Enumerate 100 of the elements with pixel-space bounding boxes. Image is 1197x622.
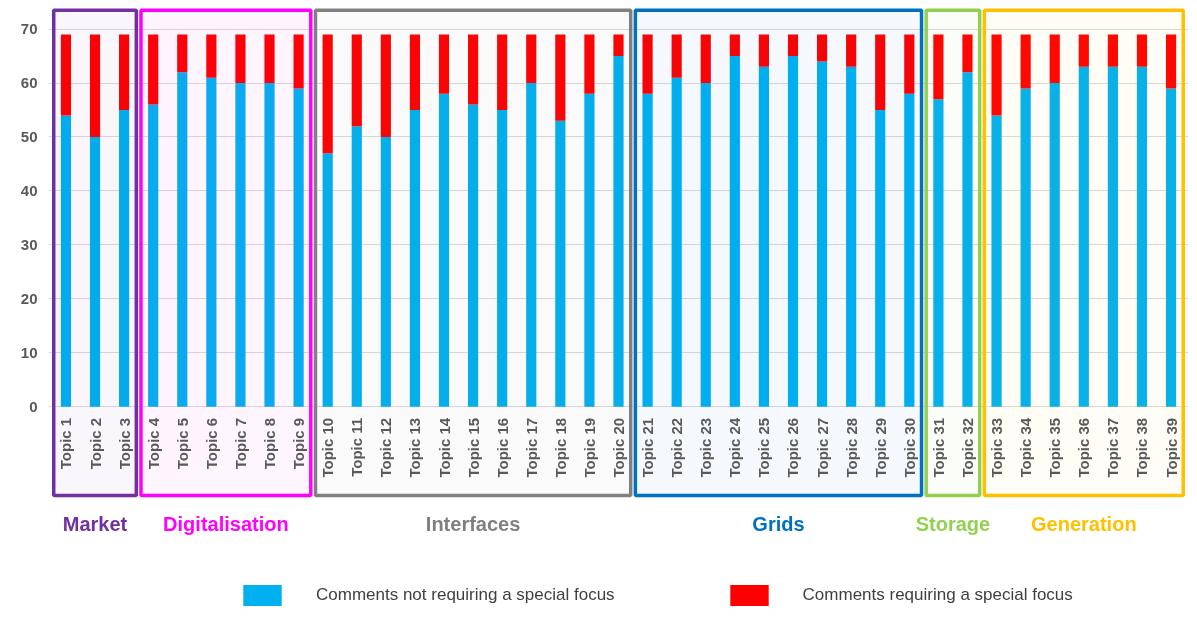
bar xyxy=(409,110,421,407)
bar xyxy=(671,34,682,78)
x-tick-label: Topic 1 xyxy=(57,417,75,470)
bar xyxy=(875,34,886,111)
bar xyxy=(933,99,944,407)
x-tick-label: Topic 28 xyxy=(842,417,860,478)
bar xyxy=(642,93,653,407)
bar xyxy=(933,34,944,100)
bar xyxy=(148,104,159,407)
x-tick-label: Topic 36 xyxy=(1075,417,1093,478)
band-label: Storage xyxy=(915,512,991,535)
bar xyxy=(700,34,711,84)
bar xyxy=(1020,34,1031,89)
bar xyxy=(816,61,828,407)
bar xyxy=(555,120,566,407)
x-tick-label: Topic 8 xyxy=(261,417,279,470)
x-tick-label: Topic 38 xyxy=(1133,417,1151,478)
bar xyxy=(206,77,217,407)
x-tick-label: Topic 7 xyxy=(231,417,249,470)
bar xyxy=(526,34,537,84)
bar xyxy=(177,34,188,73)
y-tick-label: 40 xyxy=(20,181,38,199)
x-tick-label: Topic 25 xyxy=(755,417,773,478)
bar xyxy=(89,34,101,137)
bar xyxy=(700,83,711,407)
bar xyxy=(1049,83,1060,407)
bar xyxy=(613,56,624,407)
bar xyxy=(555,34,566,121)
x-tick-label: Topic 9 xyxy=(290,417,308,470)
bar xyxy=(409,34,421,111)
x-tick-label: Topic 26 xyxy=(784,417,802,478)
bar xyxy=(380,34,391,137)
x-tick-label: Topic 34 xyxy=(1017,417,1035,478)
bar xyxy=(991,115,1002,407)
x-tick-label: Topic 22 xyxy=(668,417,686,478)
bar xyxy=(787,56,799,407)
bar xyxy=(177,72,188,407)
bar xyxy=(438,93,450,407)
x-tick-label: Topic 14 xyxy=(435,417,453,478)
x-tick-label: Topic 16 xyxy=(493,417,511,478)
y-tick-label: 0 xyxy=(29,397,38,415)
bar xyxy=(846,34,857,67)
y-tick-label: 30 xyxy=(20,235,38,253)
bar xyxy=(1136,34,1148,67)
legend-label: Comments requiring a special focus xyxy=(802,585,1073,605)
band-label: Digitalisation xyxy=(163,512,289,535)
bar xyxy=(526,83,537,407)
bar xyxy=(1078,66,1089,407)
x-tick-label: Topic 27 xyxy=(813,417,831,478)
bar xyxy=(1107,66,1118,407)
x-tick-label: Topic 15 xyxy=(464,417,482,478)
legend-label: Comments not requiring a special focus xyxy=(316,585,615,605)
bar xyxy=(380,136,391,407)
band-label: Generation xyxy=(1031,512,1137,535)
bar xyxy=(962,34,973,73)
band-label: Market xyxy=(62,512,128,535)
bar xyxy=(758,66,769,407)
band-label: Grids xyxy=(752,512,805,535)
band-label: Interfaces xyxy=(425,512,521,535)
y-tick-label: 60 xyxy=(20,74,38,92)
bar xyxy=(497,34,508,111)
x-tick-label: Topic 33 xyxy=(988,417,1006,478)
bar xyxy=(351,34,362,127)
x-tick-label: Topic 17 xyxy=(522,417,540,478)
x-tick-label: Topic 35 xyxy=(1046,417,1064,478)
x-tick-label: Topic 29 xyxy=(871,417,889,478)
x-tick-label: Topic 24 xyxy=(726,417,744,478)
x-tick-label: Topic 23 xyxy=(697,417,715,478)
x-tick-label: Topic 21 xyxy=(639,417,657,478)
bar xyxy=(904,34,915,94)
bar xyxy=(468,104,479,407)
y-tick-label: 50 xyxy=(20,127,38,145)
bar xyxy=(962,72,973,407)
x-tick-label: Topic 32 xyxy=(958,417,976,478)
bar xyxy=(584,93,595,407)
bar xyxy=(293,88,304,407)
bar xyxy=(60,115,72,407)
bar xyxy=(642,34,653,94)
x-tick-label: Topic 4 xyxy=(144,417,162,470)
bar xyxy=(264,34,275,84)
x-tick-label: Topic 10 xyxy=(319,417,337,478)
bar xyxy=(322,153,333,407)
bar xyxy=(816,34,828,62)
bar xyxy=(846,66,857,407)
bar xyxy=(671,77,682,407)
bar xyxy=(264,83,275,407)
x-tick-label: Topic 11 xyxy=(348,417,366,477)
bar xyxy=(1165,34,1177,89)
bar xyxy=(235,83,246,407)
bar xyxy=(468,34,479,105)
x-tick-label: Topic 20 xyxy=(610,417,627,478)
x-tick-label: Topic 2 xyxy=(86,417,104,470)
y-tick-label: 70 xyxy=(20,20,38,38)
bar xyxy=(293,34,304,89)
x-tick-label: Topic 37 xyxy=(1104,417,1122,478)
bar xyxy=(235,34,246,84)
x-tick-label: Topic 39 xyxy=(1162,417,1180,478)
x-tick-label: Topic 12 xyxy=(377,417,395,478)
x-tick-label: Topic 31 xyxy=(929,417,947,478)
bar xyxy=(991,34,1002,116)
